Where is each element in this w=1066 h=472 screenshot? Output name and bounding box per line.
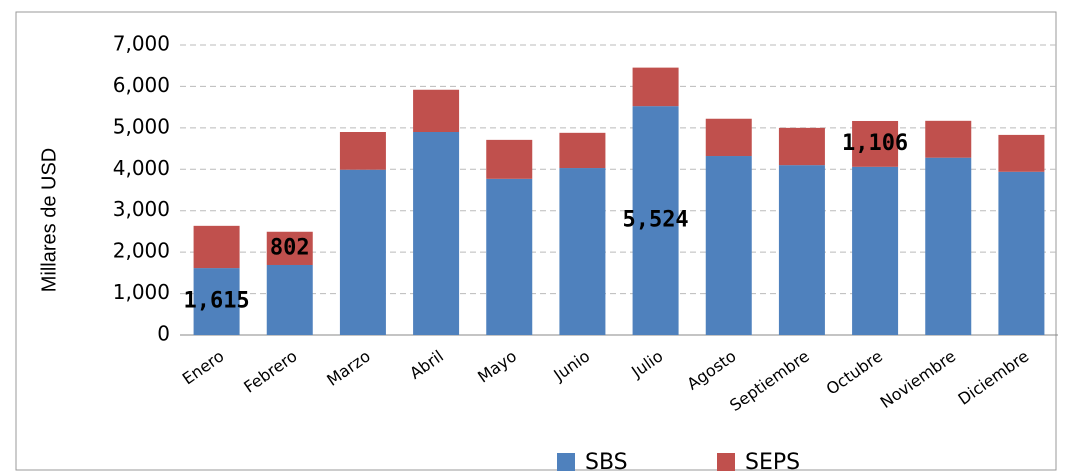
bar-segment xyxy=(339,132,386,170)
y-tick-label: 5,000 xyxy=(113,114,170,138)
y-tick-label: 0 xyxy=(157,322,170,346)
y-tick-label: 6,000 xyxy=(113,73,170,97)
bar-segment xyxy=(998,134,1045,172)
x-tick-label: Agosto xyxy=(683,346,739,393)
x-tick-label: Julio xyxy=(627,346,666,381)
y-tick-label: 7,000 xyxy=(113,32,170,56)
bar-segment xyxy=(266,264,313,335)
bar-segment xyxy=(778,127,825,166)
y-tick-label: 2,000 xyxy=(113,239,170,263)
y-tick-label: 4,000 xyxy=(113,156,170,180)
data-label: 5,524 xyxy=(622,208,688,233)
bar-segment xyxy=(413,132,460,335)
bar-segment xyxy=(193,268,240,335)
bar-segment xyxy=(193,225,240,269)
bar-segment xyxy=(486,139,533,179)
bar-segment xyxy=(559,168,606,335)
bar-segment xyxy=(705,118,752,157)
y-axis-label: Millares de USD xyxy=(38,148,60,292)
y-tick-label: 3,000 xyxy=(113,197,170,221)
bar-segment xyxy=(559,132,606,169)
x-tick-label: Noviembre xyxy=(877,346,959,412)
x-tick-label: Diciembre xyxy=(954,346,1032,408)
bar-segment xyxy=(632,67,679,107)
data-label: 1,615 xyxy=(183,289,249,314)
bar-segment xyxy=(705,156,752,335)
legend-swatch xyxy=(717,453,735,471)
x-tick-label: Enero xyxy=(179,346,228,388)
data-label: 1,106 xyxy=(842,131,908,156)
bar-segment xyxy=(925,120,972,158)
bar-segment xyxy=(266,231,313,265)
legend-swatch xyxy=(557,453,575,471)
x-tick-label: Abril xyxy=(406,346,447,383)
y-tick-label: 1,000 xyxy=(113,280,170,304)
x-tick-label: Junio xyxy=(549,346,593,385)
x-tick-label: Octubre xyxy=(823,346,886,398)
legend-label: SBS xyxy=(585,450,628,472)
bar-segment xyxy=(998,171,1045,335)
x-tick-label: Febrero xyxy=(240,346,300,396)
x-tick-label: Marzo xyxy=(323,346,374,389)
x-tick-label: Septiembre xyxy=(726,346,813,415)
x-tick-label: Mayo xyxy=(474,346,520,386)
frame xyxy=(15,11,1057,471)
bar-segment xyxy=(413,89,460,132)
bar-segment xyxy=(925,157,972,335)
data-label: 802 xyxy=(270,235,310,260)
bar-segment xyxy=(852,120,899,167)
bar-segment xyxy=(632,106,679,335)
bar-segment xyxy=(486,178,533,335)
bar-segment xyxy=(852,166,899,335)
bar-segment xyxy=(778,165,825,335)
bar-segment xyxy=(339,169,386,335)
legend-label: SEPS xyxy=(745,450,800,472)
